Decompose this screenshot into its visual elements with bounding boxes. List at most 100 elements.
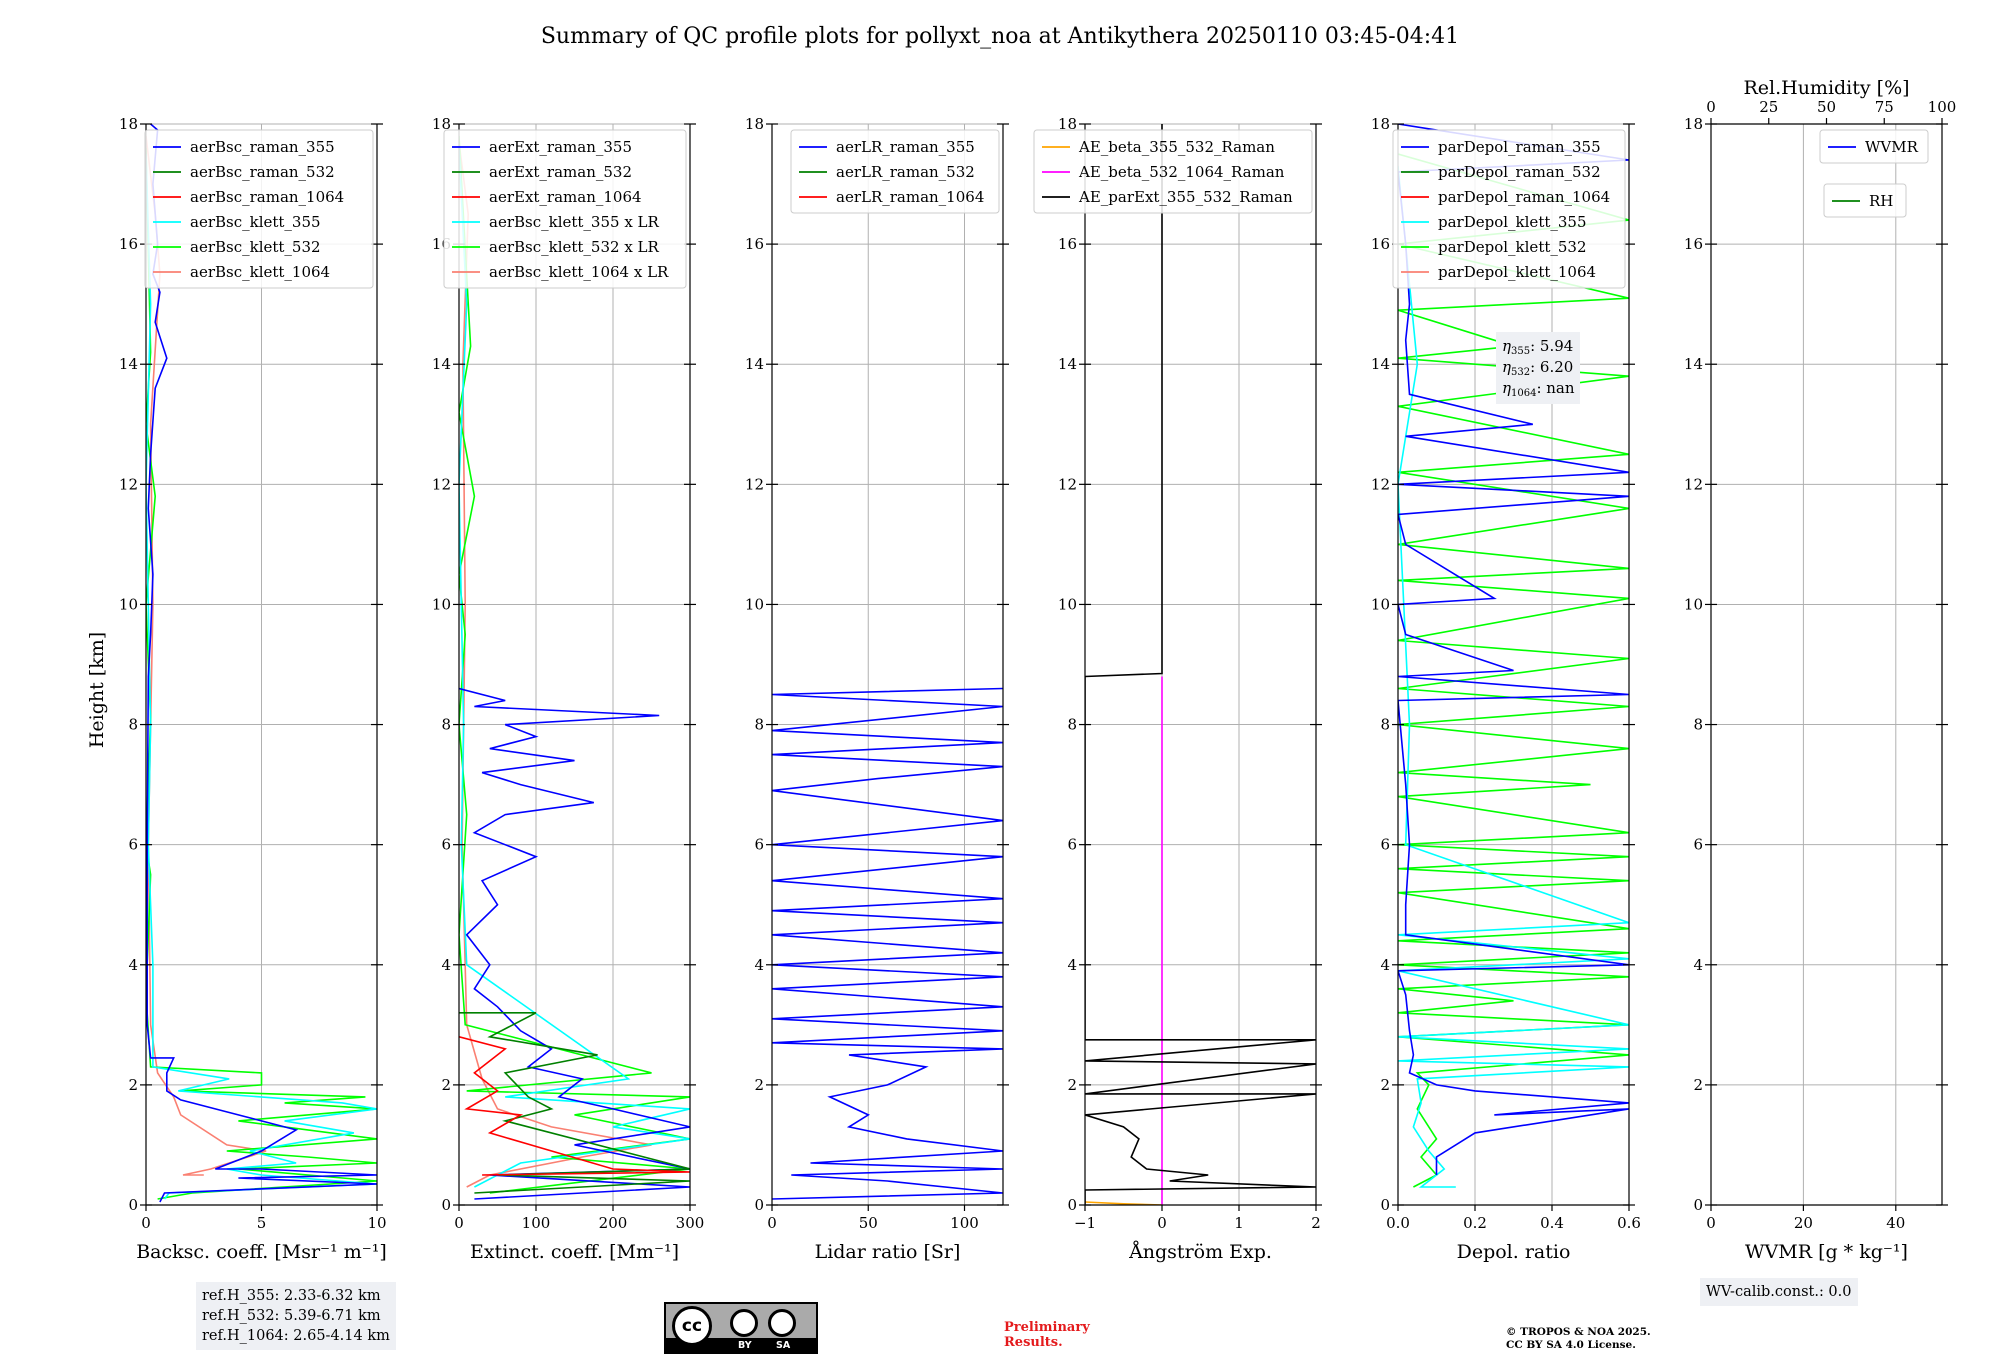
cc-license-logo: cc BY SA: [664, 1302, 818, 1354]
y-tick-label: 2: [1380, 1076, 1390, 1094]
legend-rh: RH: [1823, 183, 1907, 218]
legend-frame: [1823, 183, 1907, 218]
legend-label: aerBsc_klett_355: [190, 213, 321, 231]
panel-backscatter: 0 2 4 6 8 10 12 14 16 18 0 5 10 Backsc. coeff. [Msr⁻¹…: [119, 115, 387, 1263]
legend: parDepol_raman_355 parDepol_raman_532 parD…: [1392, 129, 1626, 289]
y-tick-label: 4: [128, 956, 138, 974]
top-x-tick-label: 25: [1759, 98, 1778, 116]
y-tick-label: 12: [1371, 475, 1390, 493]
x-tick-label: 100: [522, 1214, 551, 1232]
eta-box: [1496, 332, 1580, 404]
series-aerBsc_klett_1064: [146, 135, 267, 1176]
preliminary-line1: Preliminary: [1004, 1320, 1090, 1335]
legend-label: aerLR_raman_532: [836, 163, 975, 181]
legend: aerBsc_raman_355 aerBsc_raman_532 aerBsc_r…: [144, 129, 374, 289]
copyright-note: © TROPOS & NOA 2025. CC BY SA 4.0 Licens…: [1506, 1326, 1651, 1352]
y-tick-label: 0: [1067, 1196, 1077, 1214]
cc-by-text: BY: [738, 1340, 752, 1351]
top-x-axis-label: Rel.Humidity [%]: [1743, 77, 1909, 99]
x-tick-label: 0: [1706, 1214, 1716, 1232]
reference-height-box: ref.H_355: 2.33-6.32 km ref.H_532: 5.39-…: [196, 1282, 396, 1350]
series-aerBsc_klett_355 x LR: [459, 147, 690, 1188]
series-group: [146, 124, 377, 1203]
y-tick-label: 6: [1067, 836, 1077, 854]
series-aerLR_raman_355: [772, 687, 1003, 1200]
panel-depol: 0 2 4 6 8 10 12 14 16 18 0.0 0.2 0.4 0.6 Depol. ratio p…: [1371, 115, 1641, 1263]
x-tick-label: 5: [257, 1214, 267, 1232]
legend-label: aerBsc_klett_532: [190, 238, 321, 256]
top-x-tick-label: 75: [1875, 98, 1894, 116]
by-icon: [730, 1309, 758, 1337]
sa-icon: [768, 1309, 796, 1337]
legend: aerExt_raman_355 aerExt_raman_532 aerExt_r…: [443, 129, 687, 289]
y-tick-label: 14: [119, 355, 138, 373]
y-tick-label: 2: [1067, 1076, 1077, 1094]
legend-label: aerBsc_klett_355 x LR: [489, 213, 660, 231]
y-tick-label: 6: [128, 836, 138, 854]
y-tick-label: 10: [1371, 595, 1390, 613]
y-axis-label: Height [km]: [86, 632, 108, 748]
legend: aerLR_raman_355 aerLR_raman_532 aerLR_rama…: [790, 129, 1000, 214]
series-group: [1085, 124, 1316, 1205]
y-tick-label: 16: [1371, 235, 1390, 253]
y-tick-label: 2: [754, 1076, 764, 1094]
series-group: [1398, 124, 1629, 1188]
x-axis-label: Lidar ratio [Sr]: [815, 1241, 961, 1263]
x-tick-label: 100: [950, 1214, 979, 1232]
legend-frame: [443, 129, 687, 289]
x-tick-label: 0: [1157, 1214, 1167, 1232]
legend-label: aerBsc_klett_1064: [190, 263, 330, 281]
y-tick-label: 4: [441, 956, 451, 974]
y-tick-label: 2: [1693, 1076, 1703, 1094]
legend-frame: [1392, 129, 1626, 289]
y-tick-label: 12: [1684, 475, 1703, 493]
legend-label: RH: [1869, 192, 1893, 210]
y-tick-label: 12: [745, 475, 764, 493]
y-tick-label: 14: [745, 355, 764, 373]
legend-label: aerBsc_raman_1064: [190, 188, 344, 206]
x-tick-label: 2: [1311, 1214, 1321, 1232]
x-axis-label: Ångström Exp.: [1128, 1241, 1272, 1263]
legend-label: parDepol_raman_1064: [1438, 188, 1610, 206]
x-tick-label: 0.0: [1386, 1214, 1410, 1232]
y-tick-label: 8: [1380, 716, 1390, 734]
legend: AE_beta_355_532_Raman AE_beta_532_1064_Ra…: [1033, 129, 1313, 214]
x-tick-label: 0: [141, 1214, 151, 1232]
y-tick-label: 8: [441, 716, 451, 734]
top-x-tick-label: 100: [1928, 98, 1957, 116]
legend-label: parDepol_klett_355: [1438, 213, 1587, 231]
y-tick-label: 12: [119, 475, 138, 493]
y-tick-label: 6: [1380, 836, 1390, 854]
figure-title: Summary of QC profile plots for pollyxt_…: [541, 24, 1459, 49]
series-aerExt_raman_355: [459, 687, 690, 1200]
legend-label: aerBsc_klett_532 x LR: [489, 238, 660, 256]
y-tick-label: 14: [432, 355, 451, 373]
series-aerBsc_raman_355: [146, 124, 377, 1203]
y-tick-label: 14: [1058, 355, 1077, 373]
x-tick-label: −1: [1074, 1214, 1096, 1232]
cc-sa-text: SA: [776, 1340, 791, 1351]
y-tick-label: 18: [1058, 115, 1077, 133]
preliminary-line2: Results.: [1004, 1335, 1063, 1350]
legend-label: aerBsc_raman_355: [190, 138, 335, 156]
y-tick-label: 12: [1058, 475, 1077, 493]
legend-label: aerExt_raman_532: [489, 163, 632, 181]
y-tick-label: 10: [119, 595, 138, 613]
y-tick-label: 10: [432, 595, 451, 613]
legend-label: parDepol_raman_355: [1438, 138, 1601, 156]
copyright-line1: © TROPOS & NOA 2025.: [1506, 1326, 1651, 1338]
panel-lidarratio: 0 2 4 6 8 10 12 14 16 18 0 50 100 Lidar ratio [Sr] aer…: [745, 115, 1009, 1263]
y-tick-label: 4: [1067, 956, 1077, 974]
x-tick-label: 0.2: [1463, 1214, 1487, 1232]
legend-label: AE_beta_532_1064_Raman: [1078, 163, 1285, 181]
preliminary-note: Preliminary Results.: [1004, 1320, 1090, 1350]
y-tick-label: 4: [754, 956, 764, 974]
y-tick-label: 16: [745, 235, 764, 253]
y-tick-label: 16: [1058, 235, 1077, 253]
y-tick-label: 6: [1693, 836, 1703, 854]
legend-wvmr: WVMR: [1819, 129, 1929, 164]
legend-label: WVMR: [1865, 138, 1919, 156]
